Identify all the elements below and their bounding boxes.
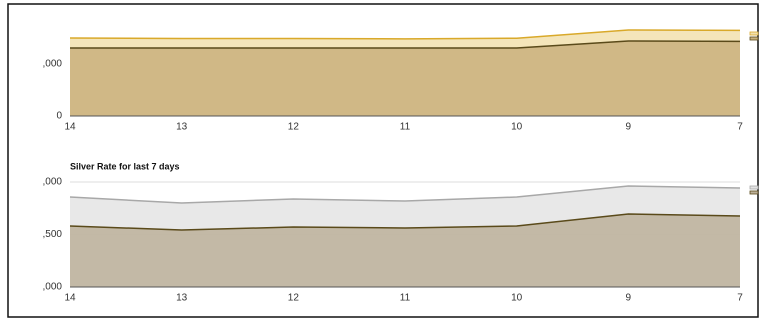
- x-tick-label: 9: [626, 293, 632, 304]
- x-tick-label: 11: [400, 293, 411, 304]
- x-tick-label: 13: [176, 122, 188, 133]
- area-line: [70, 40, 741, 49]
- x-tick-label: 7: [737, 293, 743, 304]
- chart-title: Silver Rate for last 7 days: [70, 161, 180, 171]
- y-tick-label: ,000: [43, 282, 63, 293]
- area-line: [69, 213, 741, 231]
- legend-swatch: [749, 36, 759, 41]
- x-tick-label: 13: [176, 293, 188, 304]
- legend-swatch: [749, 185, 759, 190]
- area-fill: [70, 214, 740, 287]
- x-tick-label: 12: [288, 122, 300, 133]
- area-fill: [70, 41, 740, 116]
- area-line: [69, 29, 741, 40]
- y-tick-label: ,000: [43, 177, 63, 188]
- legend-swatch: [749, 190, 759, 195]
- legend-swatch: [749, 31, 759, 36]
- x-tick-label: 11: [400, 122, 411, 133]
- x-tick-label: 10: [511, 122, 523, 133]
- x-tick-label: 12: [288, 293, 300, 304]
- y-tick-label: ,000: [43, 59, 63, 70]
- x-tick-label: 14: [64, 122, 76, 133]
- area-line: [69, 185, 741, 204]
- x-tick-label: 7: [737, 122, 743, 133]
- x-tick-label: 14: [64, 293, 76, 304]
- y-tick-label: 0: [56, 111, 62, 122]
- x-tick-label: 9: [626, 122, 632, 133]
- x-tick-label: 10: [511, 293, 523, 304]
- y-tick-label: ,500: [43, 229, 63, 240]
